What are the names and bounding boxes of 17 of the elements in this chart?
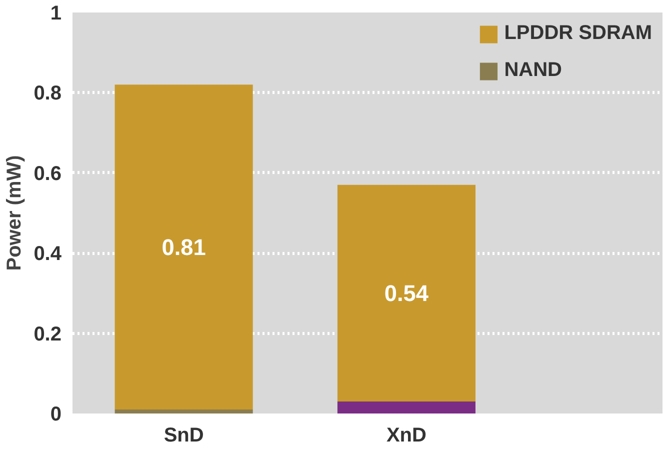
y-tick-label: 0.8: [34, 82, 62, 105]
legend-label: NAND: [504, 59, 562, 82]
bar: [114, 409, 253, 414]
legend-label: LPDDR SDRAM: [504, 22, 652, 45]
x-tick-label: SnD: [164, 424, 204, 446]
y-tick-label: 0.6: [34, 162, 62, 185]
data-label: 0.81: [162, 234, 206, 260]
y-tick-label: 1: [50, 2, 62, 24]
bar: [114, 84, 253, 410]
bar: [337, 401, 476, 414]
data-label: 0.54: [384, 280, 429, 306]
y-axis-title: Power (mW): [4, 155, 26, 271]
y-tick-label: 0: [50, 404, 62, 426]
x-tick-label: XnD: [386, 424, 426, 446]
y-tick-label: 0.2: [34, 323, 62, 346]
y-tick-label: 0.4: [34, 243, 62, 266]
bar: [337, 184, 476, 402]
